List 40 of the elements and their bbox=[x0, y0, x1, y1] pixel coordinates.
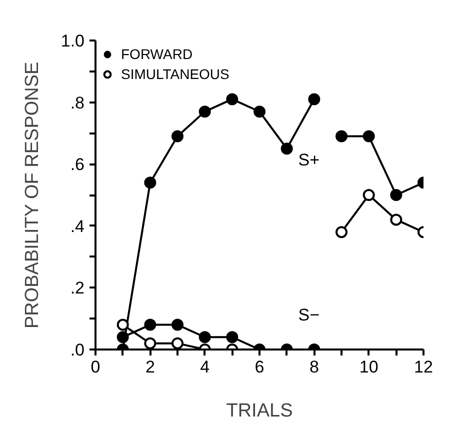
point bbox=[308, 93, 320, 106]
x-tick-label: 2 bbox=[145, 358, 155, 376]
point bbox=[336, 130, 348, 142]
y-tick-label: 1.0 bbox=[60, 32, 85, 50]
point bbox=[198, 331, 211, 344]
x-axis-title: TRIALS bbox=[226, 400, 293, 422]
point bbox=[362, 189, 375, 201]
point bbox=[226, 331, 238, 344]
point bbox=[254, 106, 266, 118]
point bbox=[144, 337, 156, 350]
point bbox=[390, 214, 402, 226]
point bbox=[226, 93, 238, 106]
y-tick-label: .4 bbox=[70, 216, 85, 236]
legend-label: FORWARD bbox=[121, 46, 193, 62]
y-axis-title: PROBABILITY OF RESPONSE bbox=[22, 62, 43, 329]
point bbox=[116, 331, 129, 344]
point bbox=[144, 318, 156, 331]
legend-label: SIMULTANEOUS bbox=[121, 66, 230, 82]
y-tick-label: .8 bbox=[70, 93, 85, 112]
annotation: S− bbox=[298, 306, 320, 325]
point bbox=[172, 130, 184, 142]
point bbox=[172, 337, 184, 350]
y-tick-label: .6 bbox=[70, 155, 85, 174]
x-tick-label: 6 bbox=[254, 358, 264, 376]
point bbox=[144, 176, 156, 189]
point bbox=[116, 318, 129, 331]
annotation: S+ bbox=[298, 150, 320, 170]
point bbox=[362, 130, 375, 142]
x-tick-label: 8 bbox=[309, 358, 319, 376]
x-tick-label: 4 bbox=[200, 358, 210, 376]
x-tick-label: 0 bbox=[90, 358, 100, 376]
point bbox=[280, 142, 293, 155]
point bbox=[198, 106, 211, 118]
y-tick-label: .2 bbox=[70, 278, 85, 298]
y-tick-label: .0 bbox=[70, 340, 85, 360]
point bbox=[390, 189, 402, 201]
x-tick-label: 12 bbox=[414, 358, 433, 376]
point bbox=[336, 226, 348, 238]
point bbox=[172, 318, 184, 331]
x-tick-label: 10 bbox=[359, 358, 378, 376]
